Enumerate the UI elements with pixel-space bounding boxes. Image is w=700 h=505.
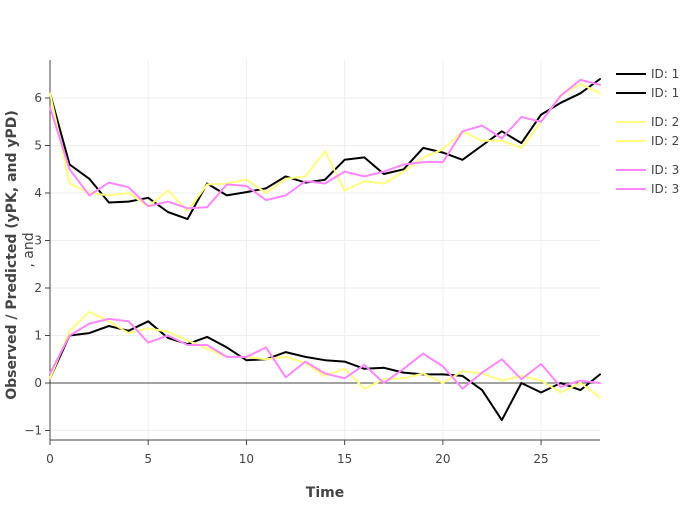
y-tick-label: −1	[24, 424, 42, 438]
y-tick-label: 4	[34, 186, 42, 200]
x-tick-label: 20	[435, 452, 450, 466]
x-tick-label: 0	[46, 452, 54, 466]
y-axis-title: Observed / Predicted (yPK, and yPD)	[4, 110, 20, 400]
y-tick-label: 5	[34, 139, 42, 153]
series-line-2	[49, 320, 601, 422]
series-line-4	[49, 310, 601, 399]
x-tick-label: 10	[239, 452, 254, 466]
legend: ID: 1 ID: 1 ID: 2 ID: 2 ID: 3 ID: 3	[616, 67, 679, 196]
series-line-1	[49, 78, 601, 221]
y-tick-label: 2	[34, 281, 42, 295]
x-axis-title: Time	[306, 485, 344, 500]
x-tick-label: 25	[533, 452, 548, 466]
y-tick-label: 3	[34, 234, 42, 248]
y-tick-label: 6	[34, 91, 42, 105]
legend-label: ID: 1	[651, 67, 679, 81]
series-line-6	[49, 317, 601, 390]
legend-label: ID: 2	[651, 134, 679, 148]
series-lines	[49, 78, 601, 422]
x-tick-label: 15	[337, 452, 352, 466]
series-line-3	[49, 82, 601, 212]
y-tick-label: 0	[34, 376, 42, 390]
y-tick-label: 1	[34, 329, 42, 343]
x-tick-label: 5	[144, 452, 152, 466]
tick-labels: 0 5 10 15 20 25 −1 0 1 2 3 4 5 6	[24, 91, 548, 466]
axes	[45, 60, 600, 445]
legend-label: ID: 2	[651, 115, 679, 129]
legend-label: ID: 3	[651, 182, 679, 196]
y-axis-secondary-title: , and	[21, 232, 37, 267]
legend-label: ID: 1	[651, 86, 679, 100]
series-line-5	[49, 78, 601, 210]
legend-label: ID: 3	[651, 163, 679, 177]
